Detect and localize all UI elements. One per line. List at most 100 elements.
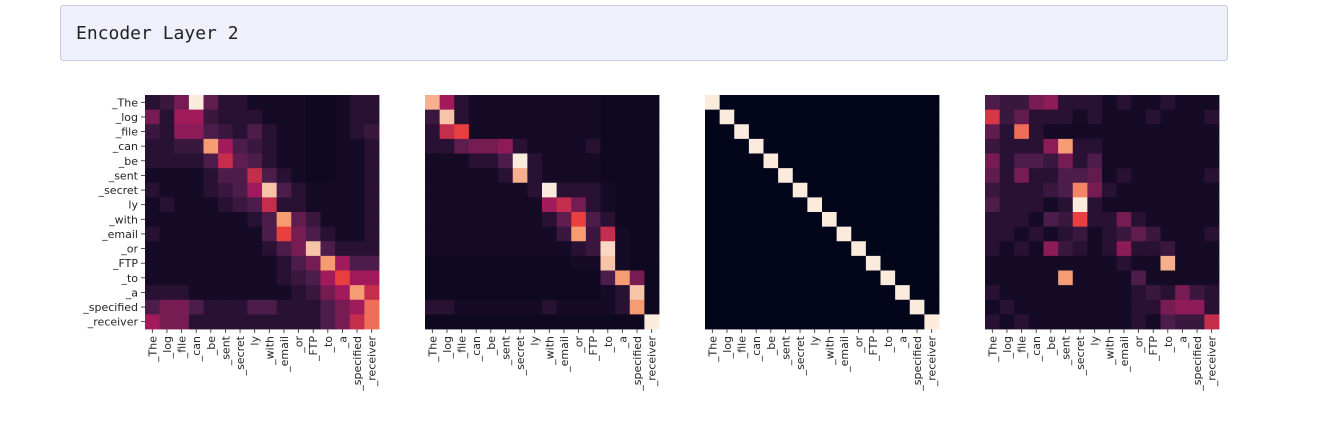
heatmap-cell xyxy=(188,226,204,242)
heatmap-cell xyxy=(291,109,307,125)
heatmap-cell xyxy=(349,299,365,315)
heatmap-cell xyxy=(807,212,823,228)
heatmap-cell xyxy=(1204,255,1220,271)
heatmap-cell xyxy=(1087,109,1103,125)
heatmap-cell xyxy=(425,241,441,257)
heatmap-cell xyxy=(629,255,645,271)
heatmap-cell xyxy=(880,95,896,111)
heatmap-cell xyxy=(425,95,441,111)
heatmap-cell xyxy=(999,212,1015,228)
y-tick-label: _specified xyxy=(82,301,138,314)
heatmap-cell xyxy=(1204,138,1220,154)
heatmap-cell xyxy=(1175,124,1191,140)
heatmap-cell xyxy=(600,168,616,184)
heatmap-cell xyxy=(909,182,925,198)
heatmap-cell xyxy=(571,255,587,271)
x-tick-label: _log xyxy=(161,336,174,359)
heatmap-cell xyxy=(542,270,558,286)
heatmap-cell xyxy=(159,314,175,330)
heatmap-cell xyxy=(895,285,911,301)
x-tick-label: _FTP xyxy=(1147,336,1160,362)
heatmap-cell xyxy=(924,241,940,257)
heatmap-cell xyxy=(822,109,838,125)
heatmap-cell xyxy=(159,124,175,140)
heatmap-cell xyxy=(792,212,808,228)
heatmap-cell xyxy=(822,197,838,213)
heatmap-cell xyxy=(320,285,336,301)
heatmap-cell xyxy=(851,138,867,154)
heatmap-cell xyxy=(1145,197,1161,213)
heatmap-cell xyxy=(1043,255,1059,271)
heatmap-cell xyxy=(1058,270,1074,286)
heatmap-cell xyxy=(542,241,558,257)
heatmap-cell xyxy=(425,285,441,301)
heatmap-cell xyxy=(895,299,911,315)
heatmap-cell xyxy=(1175,314,1191,330)
heatmap-cell xyxy=(895,270,911,286)
heatmap-cell xyxy=(364,255,380,271)
heatmap-cell xyxy=(924,285,940,301)
heatmap-cell xyxy=(880,299,896,315)
heatmap-cell xyxy=(188,95,204,111)
heatmap-cell xyxy=(454,153,470,169)
heatmap-cell xyxy=(483,109,499,125)
heatmap-cell xyxy=(305,153,321,169)
heatmap-cell xyxy=(542,255,558,271)
heatmap-cell xyxy=(748,241,764,257)
heatmap-cell xyxy=(1043,95,1059,111)
heatmap-cell xyxy=(851,182,867,198)
heatmap-cell xyxy=(454,255,470,271)
heatmap-cell xyxy=(1116,153,1132,169)
heatmap-cell xyxy=(174,168,190,184)
heatmap-cell xyxy=(262,255,278,271)
heatmap-cell xyxy=(203,109,219,125)
heatmap-cell xyxy=(1072,182,1088,198)
heatmap-cell xyxy=(1189,197,1205,213)
heatmap-cell xyxy=(556,168,572,184)
heatmap-cell xyxy=(1028,95,1044,111)
x-tick-label: _FTP xyxy=(587,336,600,362)
heatmap-cell xyxy=(792,255,808,271)
heatmap-cell xyxy=(719,182,735,198)
heatmap-cell xyxy=(748,212,764,228)
heatmap-cell xyxy=(600,95,616,111)
y-tick-label: _to xyxy=(120,272,138,285)
heatmap-cell xyxy=(247,124,263,140)
heatmap-cell xyxy=(851,255,867,271)
heatmap-cell xyxy=(232,153,248,169)
heatmap-cell xyxy=(1072,95,1088,111)
x-tick-label: _secret xyxy=(234,335,247,376)
heatmap-cell xyxy=(203,314,219,330)
heatmap-cell xyxy=(895,241,911,257)
x-tick-label: ly xyxy=(809,336,822,346)
heatmap-cell xyxy=(1175,299,1191,315)
heatmap-cell xyxy=(349,241,365,257)
heatmap-cell xyxy=(719,197,735,213)
heatmap-cell xyxy=(483,138,499,154)
heatmap-cell xyxy=(836,182,852,198)
heatmap-cell xyxy=(188,168,204,184)
heatmap-cell xyxy=(1072,299,1088,315)
heatmap-cell xyxy=(909,95,925,111)
heatmap-cell xyxy=(1160,255,1176,271)
heatmap-cell xyxy=(498,182,514,198)
heatmap-cell xyxy=(1058,138,1074,154)
heatmap-cell xyxy=(1204,299,1220,315)
heatmap-cell xyxy=(556,109,572,125)
heatmap-cell xyxy=(159,168,175,184)
heatmap-cell xyxy=(218,314,234,330)
heatmap-cell xyxy=(895,138,911,154)
heatmap-cell xyxy=(880,138,896,154)
heatmap-cell xyxy=(629,197,645,213)
heatmap-cell xyxy=(851,285,867,301)
heatmap-cell xyxy=(705,299,721,315)
heatmap-cell xyxy=(305,124,321,140)
heatmap-cell xyxy=(719,314,735,330)
heatmap-cell xyxy=(174,285,190,301)
heatmap-cell xyxy=(498,299,514,315)
heatmap-cell xyxy=(748,153,764,169)
x-tick-label: _receiver xyxy=(1206,336,1219,388)
heatmap-cell xyxy=(483,241,499,257)
heatmap-cell xyxy=(145,314,161,330)
heatmap-cell xyxy=(778,109,794,125)
